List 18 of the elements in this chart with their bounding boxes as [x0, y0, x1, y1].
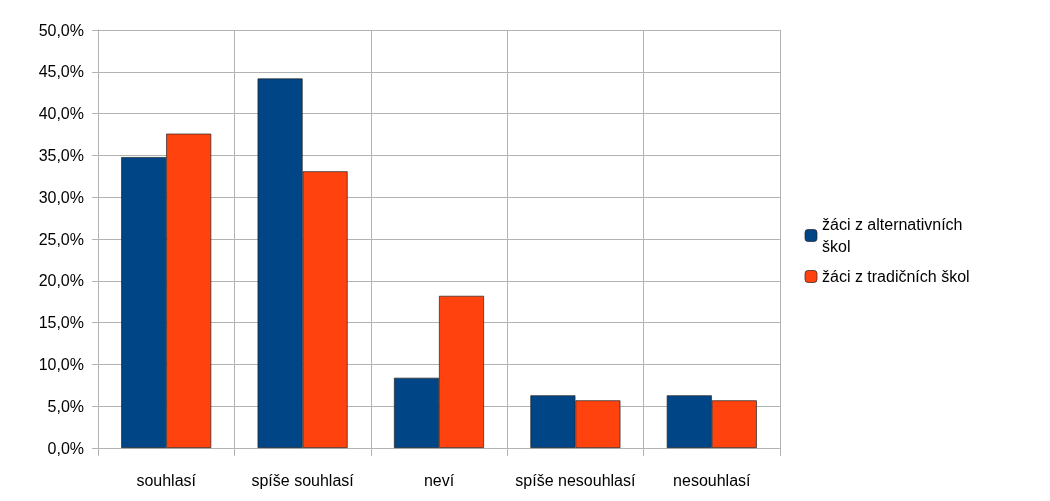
y-tick-label: 20,0% — [38, 272, 84, 290]
x-tick-label: spíše souhlasí — [251, 471, 355, 489]
y-tick-label: 40,0% — [38, 105, 84, 123]
y-tick-label: 50,0% — [38, 21, 84, 39]
y-tick-label: 30,0% — [38, 188, 84, 206]
x-tick-label: spíše nesouhlasí — [515, 471, 636, 489]
y-tick-label: 5,0% — [47, 397, 84, 415]
x-tick-label: neví — [423, 471, 455, 489]
y-tick-label: 25,0% — [38, 230, 84, 248]
x-tick-label: nesouhlasí — [673, 471, 752, 489]
y-tick-label: 0,0% — [47, 439, 84, 457]
y-tick-label: 10,0% — [38, 355, 84, 373]
y-tick-label: 35,0% — [38, 146, 84, 164]
legend-label: žáci z alternativních škol — [822, 216, 967, 255]
x-tick-label: souhlasí — [136, 471, 197, 489]
y-tick-label: 15,0% — [38, 314, 84, 332]
y-tick-label: 45,0% — [38, 63, 84, 81]
legend-label: žáci z tradičních škol — [822, 268, 970, 285]
